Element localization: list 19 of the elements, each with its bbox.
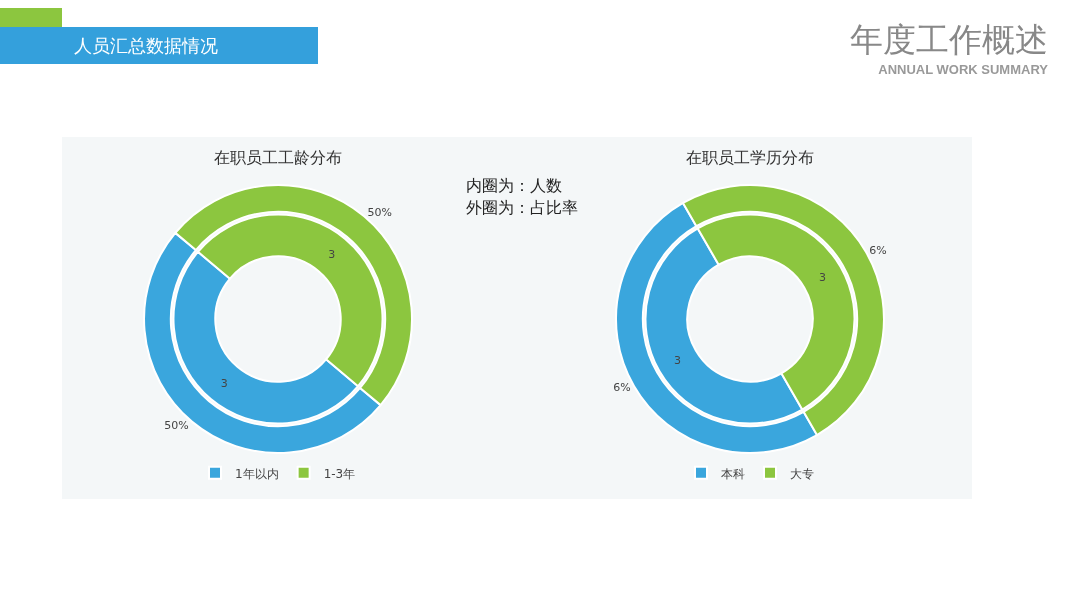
legend-label: 大专 bbox=[790, 466, 814, 481]
data-label: 6% bbox=[613, 381, 631, 395]
chart-title: 在职员工工龄分布 bbox=[214, 147, 342, 167]
data-label: 3 bbox=[328, 248, 336, 262]
data-label: 6% bbox=[869, 243, 887, 257]
legend-label: 1-3年 bbox=[323, 466, 356, 481]
data-label: 3 bbox=[220, 376, 228, 390]
text: 内圈为：人数 bbox=[466, 175, 563, 197]
chart-title: 在职员工学历分布 bbox=[686, 147, 814, 167]
text: 年度工作概述 bbox=[850, 19, 1048, 61]
text: 人员汇总数据情况 bbox=[0, 27, 318, 64]
text: 外圈为：占比率 bbox=[466, 197, 578, 219]
text: ANNUAL WORK SUMMARY bbox=[878, 62, 1048, 77]
data-label: 3 bbox=[674, 354, 682, 368]
data-label: 50% bbox=[367, 206, 392, 220]
data-label: 50% bbox=[164, 418, 189, 432]
legend-label: 1年以内 bbox=[235, 466, 279, 481]
legend-label: 本科 bbox=[721, 466, 745, 481]
data-label: 3 bbox=[818, 270, 826, 284]
